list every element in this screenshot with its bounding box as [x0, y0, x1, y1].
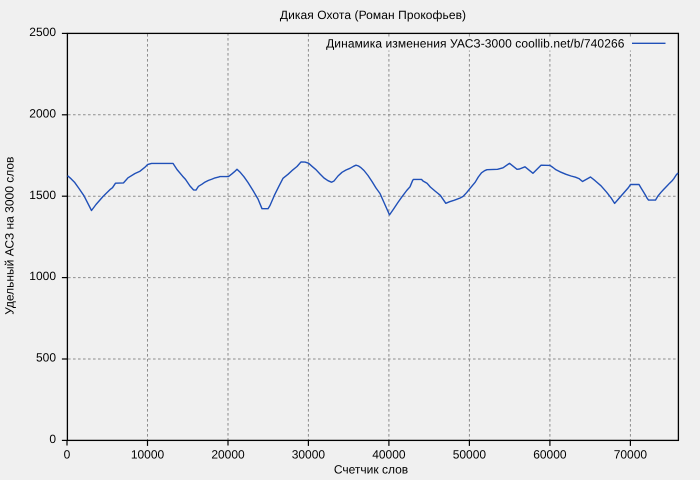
svg-text:70000: 70000 — [614, 448, 648, 462]
svg-text:10000: 10000 — [131, 448, 165, 462]
svg-text:40000: 40000 — [372, 448, 406, 462]
svg-text:30000: 30000 — [292, 448, 326, 462]
svg-text:0: 0 — [64, 448, 71, 462]
svg-text:2500: 2500 — [29, 25, 56, 39]
svg-text:Дикая Охота (Роман Прокофьев): Дикая Охота (Роман Прокофьев) — [280, 8, 466, 22]
svg-text:2000: 2000 — [29, 106, 56, 120]
svg-text:60000: 60000 — [533, 448, 567, 462]
svg-text:1000: 1000 — [29, 269, 56, 283]
svg-text:0: 0 — [49, 432, 56, 446]
svg-text:Удельный АСЗ на 3000 слов: Удельный АСЗ на 3000 слов — [3, 157, 17, 315]
svg-text:Динамика изменения УАСЗ-3000 c: Динамика изменения УАСЗ-3000 coollib.net… — [326, 36, 625, 50]
svg-text:500: 500 — [36, 351, 56, 365]
svg-text:20000: 20000 — [211, 448, 245, 462]
svg-text:Счетчик слов: Счетчик слов — [334, 463, 408, 477]
svg-text:1500: 1500 — [29, 188, 56, 202]
svg-text:50000: 50000 — [453, 448, 487, 462]
